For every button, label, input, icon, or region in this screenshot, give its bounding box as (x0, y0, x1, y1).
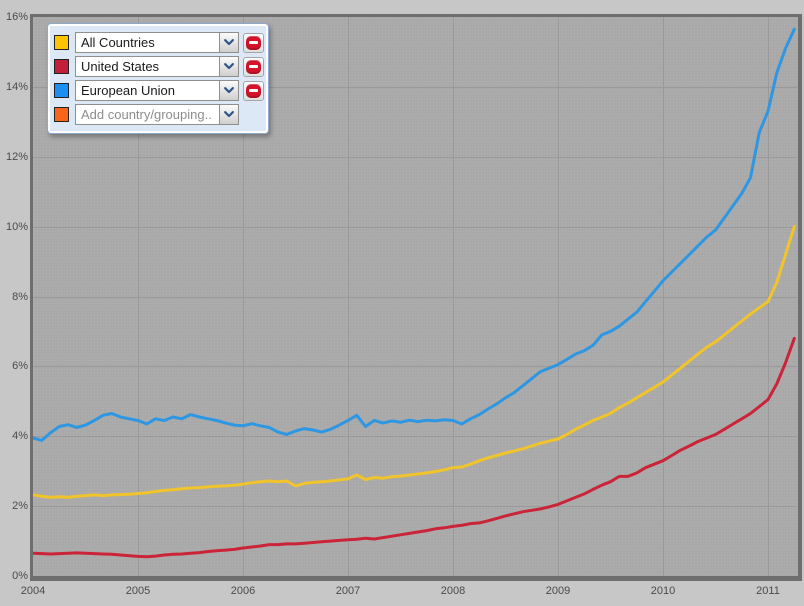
y-axis-tick: 4% (12, 430, 28, 443)
remove-series-button-european-union[interactable] (243, 80, 264, 101)
legend-panel: All Countries United States European Union… (47, 23, 269, 134)
series-color-swatch (54, 107, 69, 122)
minus-icon (246, 59, 261, 74)
x-axis-tick: 2009 (545, 585, 571, 597)
combo-dropdown-button[interactable] (219, 105, 238, 124)
y-axis-tick: 12% (5, 150, 28, 163)
series-color-swatch (54, 83, 69, 98)
y-axis-tick: 8% (12, 290, 28, 303)
x-axis-tick: 2005 (125, 585, 151, 597)
minus-icon (246, 83, 261, 98)
series-select-value: All Countries (81, 35, 155, 50)
series-color-swatch (54, 59, 69, 74)
x-axis-tick: 2011 (756, 585, 780, 597)
y-axis-tick: 0% (12, 570, 28, 582)
series-select-placeholder: Add country/grouping.. (81, 107, 212, 122)
y-axis-tick: 16% (5, 11, 28, 23)
x-axis-tick: 2007 (335, 585, 361, 597)
chevron-down-icon (224, 111, 234, 118)
y-axis-tick: 14% (5, 80, 28, 93)
series-select-add-country[interactable]: Add country/grouping.. (75, 104, 239, 125)
series-select-value: European Union (81, 83, 175, 98)
y-axis-tick: 10% (5, 220, 28, 233)
x-axis-tick: 2008 (440, 585, 466, 597)
remove-series-button-united-states[interactable] (243, 56, 264, 77)
x-axis-tick: 2010 (650, 585, 676, 597)
series-select-united-states[interactable]: United States (75, 56, 239, 77)
chevron-down-icon (224, 87, 234, 94)
series-select-all-countries[interactable]: All Countries (75, 32, 239, 53)
series-color-swatch (54, 35, 69, 50)
legend-row-all-countries: All Countries (54, 32, 264, 53)
legend-row-add-country: Add country/grouping.. (54, 104, 262, 125)
remove-series-button-all-countries[interactable] (243, 32, 264, 53)
series-select-european-union[interactable]: European Union (75, 80, 239, 101)
y-axis-tick: 6% (12, 360, 28, 373)
combo-dropdown-button[interactable] (219, 33, 238, 52)
combo-dropdown-button[interactable] (219, 57, 238, 76)
x-axis-tick: 2004 (20, 585, 46, 597)
chevron-down-icon (224, 39, 234, 46)
combo-dropdown-button[interactable] (219, 81, 238, 100)
x-axis-tick: 2006 (230, 585, 256, 597)
y-axis-tick: 2% (12, 500, 28, 513)
chevron-down-icon (224, 63, 234, 70)
minus-icon (246, 35, 261, 50)
legend-row-united-states: United States (54, 56, 264, 77)
legend-row-european-union: European Union (54, 80, 264, 101)
series-select-value: United States (81, 59, 160, 74)
